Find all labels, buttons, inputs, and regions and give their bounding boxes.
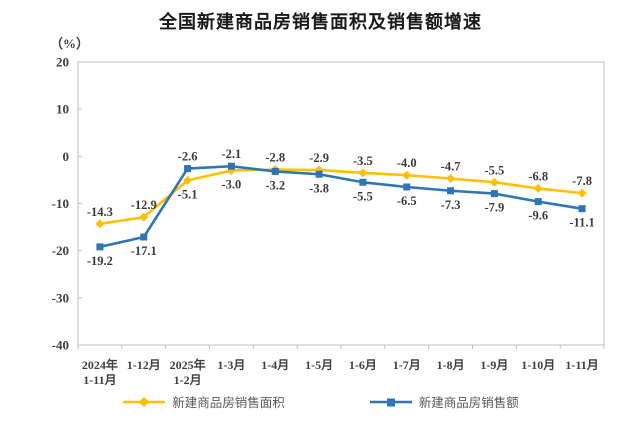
data-label: -19.2: [87, 254, 113, 268]
x-tick-label: 2024年 1-11月: [82, 357, 118, 387]
data-label: -4.7: [441, 160, 461, 174]
data-label: -9.6: [528, 209, 548, 223]
y-tick-label: 20: [56, 55, 69, 70]
blue-line-square-marker-icon: [369, 398, 412, 406]
y-tick-label: -20: [52, 243, 69, 258]
x-tick-label: 1-10月: [521, 358, 555, 372]
data-label: -5.5: [485, 163, 505, 177]
data-label: -2.1: [222, 147, 242, 161]
x-tick-label: 1-9月: [480, 358, 508, 372]
x-tick-label: 1-3月: [217, 358, 245, 372]
x-tick-label: 1-11月: [565, 358, 598, 372]
data-label: -3.0: [222, 177, 242, 191]
y-tick-label: -10: [52, 196, 69, 211]
data-label: -11.1: [569, 216, 594, 230]
series-1: [96, 162, 586, 251]
data-label: -3.2: [265, 178, 285, 192]
data-label: -2.6: [178, 150, 198, 164]
y-tick-label: 0: [63, 149, 70, 164]
data-label: -6.5: [397, 194, 417, 208]
data-label: -4.0: [397, 156, 417, 170]
yellow-line-diamond-marker-icon: [123, 396, 166, 407]
data-label: -12.9: [131, 198, 157, 212]
data-label: -5.1: [178, 187, 198, 201]
axes: 20 10 0 -10 -20 -30 -40 2024年 1-11月 1-12月 2025年 1-2…: [52, 55, 605, 387]
data-label: -3.5: [353, 154, 373, 168]
data-label: -3.8: [309, 181, 329, 195]
x-tick-label: 1-5月: [305, 358, 333, 372]
legend-item-sales-area: 新建商品房销售面积: [122, 392, 285, 411]
data-label: -14.3: [87, 205, 113, 219]
y-tick-label: -40: [52, 338, 69, 353]
data-label: -17.1: [131, 244, 157, 258]
x-tick-label: 1-6月: [349, 358, 377, 372]
legend-label-sales-area: 新建商品房销售面积: [172, 396, 285, 410]
data-label: -5.5: [353, 189, 373, 203]
data-label: -2.8: [265, 151, 285, 165]
x-tick-label: 1-4月: [261, 358, 289, 372]
x-tick-label: 1-8月: [437, 358, 465, 372]
data-label: -7.3: [441, 198, 461, 212]
legend-item-sales-amount: 新建商品房销售额: [369, 392, 519, 411]
data-label: -2.9: [309, 151, 329, 165]
data-label: -6.8: [528, 169, 548, 183]
y-tick-label: -30: [52, 290, 69, 305]
legend-label-sales-amount: 新建商品房销售额: [418, 396, 519, 410]
data-labels: -14.3 -19.2 -12.9 -17.1 -2.6 -5.1 -2.1 -3.0 -2.8…: [87, 147, 595, 268]
chart-title: 全国新建商品房销售面积及销售额增速: [159, 12, 482, 32]
x-tick-label: 1-7月: [393, 358, 421, 372]
data-label: -7.9: [485, 201, 505, 215]
data-label: -7.8: [572, 174, 592, 188]
legend: 新建商品房销售面积 新建商品房销售额: [0, 392, 641, 411]
y-axis-unit-label: （%）: [50, 36, 90, 51]
series-0: [95, 165, 587, 229]
x-tick-label: 1-12月: [127, 358, 161, 372]
y-tick-label: 10: [56, 102, 69, 117]
x-tick-label: 2025年 1-2月: [170, 357, 206, 387]
